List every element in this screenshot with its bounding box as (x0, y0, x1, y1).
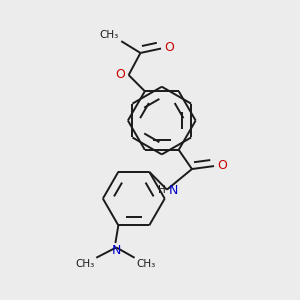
Text: H: H (158, 185, 166, 195)
Text: O: O (217, 159, 227, 172)
Text: N: N (112, 244, 121, 257)
Text: CH₃: CH₃ (136, 259, 155, 269)
Text: N: N (169, 184, 178, 197)
Text: CH₃: CH₃ (100, 30, 119, 40)
Text: CH₃: CH₃ (76, 259, 95, 269)
Text: O: O (164, 41, 174, 54)
Text: O: O (115, 68, 125, 81)
